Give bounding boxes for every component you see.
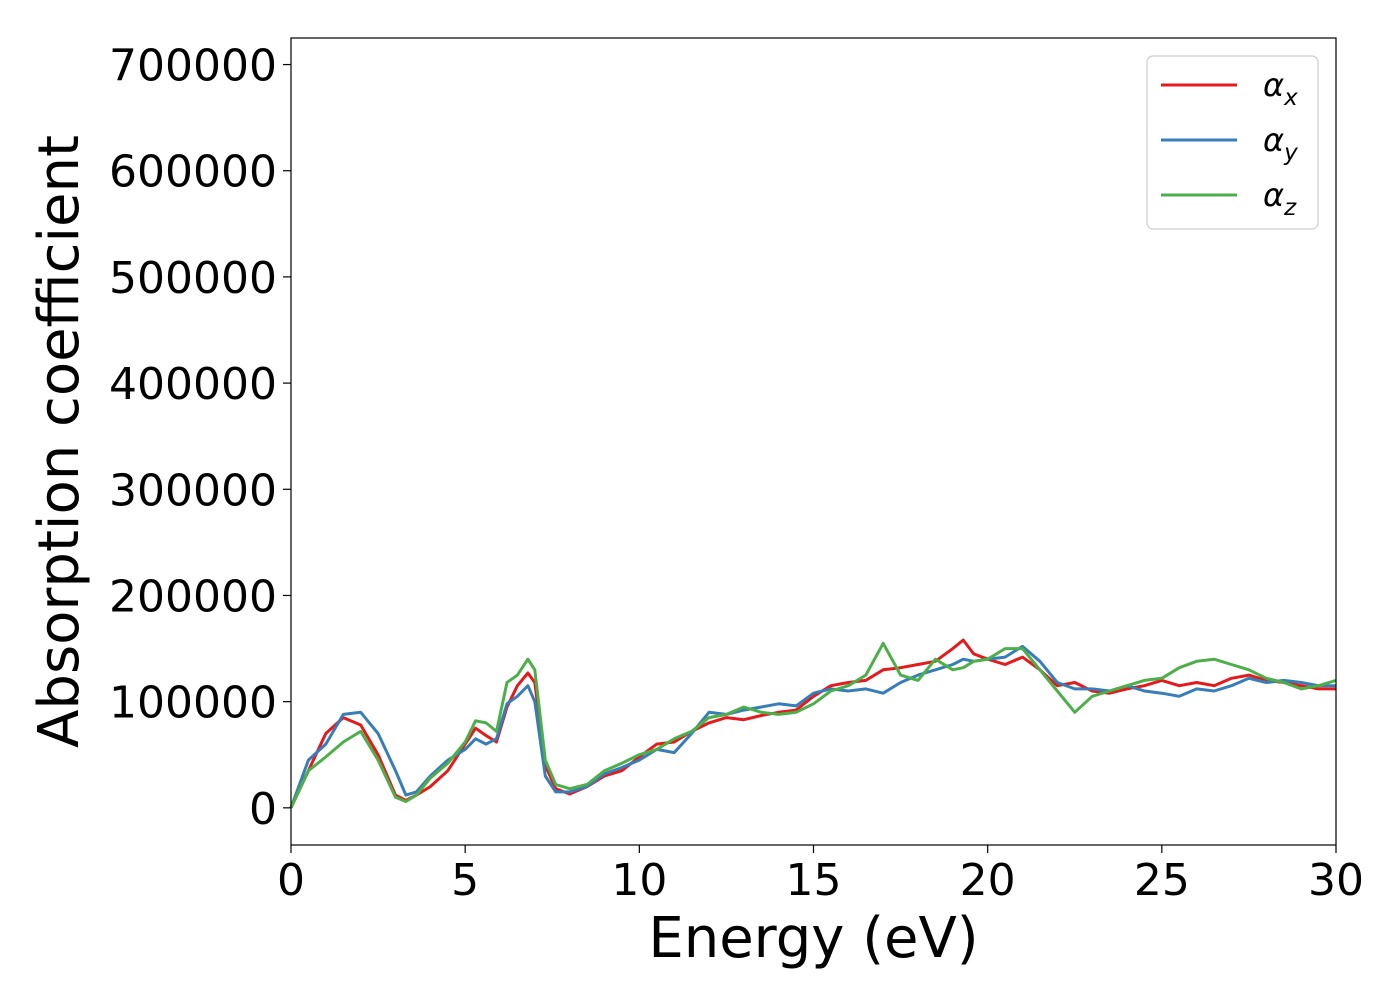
series-line-z [289,641,1337,809]
x-tick-label: 15 [786,855,842,906]
y-tick-label: 500000 [109,253,277,304]
legend-box [1146,55,1319,230]
y-tick-label: 0 [249,784,277,835]
legend-label-z: αz [1263,176,1297,221]
x-tick-label: 20 [960,855,1016,906]
x-axis-title: Energy (eV) [648,906,978,971]
legend: αx αy αz [1146,55,1319,230]
legend-label-y: αy [1263,121,1298,166]
y-tick-label: 700000 [109,41,277,92]
series-line-y [289,644,1336,809]
y-tick-label: 600000 [109,147,277,198]
y-tick-label: 100000 [109,678,277,729]
y-axis-title: Absorption coefficient [27,135,92,748]
x-axis: 0 5 10 15 20 25 30 [277,845,1364,906]
y-axis: 0 100000 200000 300000 400000 500000 600000 700… [109,41,291,835]
y-tick-label: 400000 [109,359,277,410]
series-layer [289,638,1337,809]
x-tick-label: 30 [1308,855,1364,906]
x-tick-label: 5 [451,855,479,906]
x-tick-label: 10 [611,855,667,906]
y-tick-label: 200000 [109,571,277,622]
y-tick-label: 300000 [109,465,277,516]
series-line-x [289,638,1336,809]
x-tick-label: 25 [1134,855,1190,906]
x-tick-label: 0 [277,855,305,906]
legend-label-x: αx [1263,66,1298,111]
